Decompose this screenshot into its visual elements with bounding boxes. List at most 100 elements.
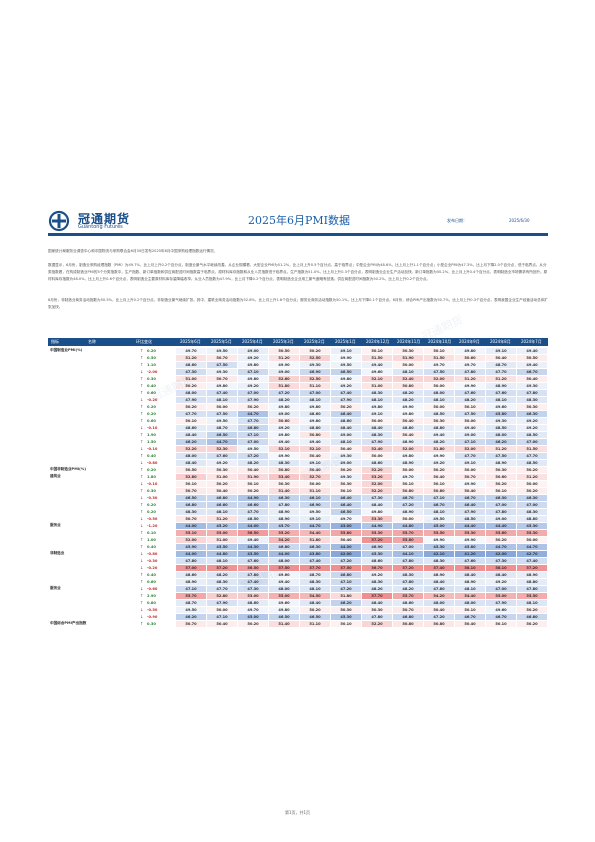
arrow-down-icon: ↓ xyxy=(140,516,144,521)
table-row: ↑ 0.30 50.70 50.40 50.20 51.40 51.10 50.10 52.20… xyxy=(48,488,548,495)
date-label: 发布日期： xyxy=(447,218,467,223)
value-cell: 50.40 xyxy=(455,488,485,495)
value-cell: 49.30 xyxy=(331,474,361,481)
value-cell: 48.40 xyxy=(424,579,454,586)
value-cell: 49.90 xyxy=(269,453,299,460)
value-cell: 48.30 xyxy=(362,432,392,439)
value-cell: 47.10 xyxy=(331,579,361,586)
value-cell: 46.90 xyxy=(362,544,392,551)
value-cell: 50.00 xyxy=(393,467,423,474)
value-cell: 52.00 xyxy=(362,481,392,488)
value-cell: 50.50 xyxy=(269,348,299,355)
value-cell: 51.40 xyxy=(269,621,299,628)
value-cell: 52.70 xyxy=(300,474,330,481)
value-cell: 47.90 xyxy=(486,600,516,607)
value-cell: 49.80 xyxy=(238,362,268,369)
value-cell: 50.70 xyxy=(176,516,206,523)
value-cell: 50.20 xyxy=(486,481,516,488)
arrow-up-icon: ↑ xyxy=(140,474,144,479)
table-row: ↑ 0.30 51.00 50.70 49.80 52.60 52.50 49.80 52.10… xyxy=(48,376,548,383)
value-cell: 44.40 xyxy=(486,523,516,530)
column-header: 2024年12月 xyxy=(366,339,390,344)
change-value: 0.20 xyxy=(147,468,156,472)
value-cell: 47.80 xyxy=(238,572,268,579)
arrow-up-icon: ↑ xyxy=(140,579,144,584)
value-cell: 50.50 xyxy=(517,355,547,362)
value-cell: 48.50 xyxy=(517,432,547,439)
value-cell: 50.30 xyxy=(269,481,299,488)
value-cell: 55.80 xyxy=(331,530,361,537)
value-cell: 50.20 xyxy=(238,488,268,495)
value-cell: 50.40 xyxy=(300,467,330,474)
value-cell: 47.40 xyxy=(517,558,547,565)
change-value: 0.30 xyxy=(147,622,156,626)
value-cell: 49.20 xyxy=(362,572,392,579)
value-cell: 49.00 xyxy=(331,432,361,439)
table-row: ↓ -0.10 52.20 52.30 49.50 52.10 52.10 50.40 52.4… xyxy=(48,446,548,453)
value-cell: 48.00 xyxy=(424,600,454,607)
value-cell: 49.50 xyxy=(176,607,206,614)
value-cell: 49.70 xyxy=(393,474,423,481)
value-cell: 50.00 xyxy=(393,362,423,369)
table-row: ↓ -0.90 46.20 47.10 45.00 46.50 46.50 45.30 47.8… xyxy=(48,614,548,621)
change-value: 0.20 xyxy=(147,405,156,409)
value-cell: 47.80 xyxy=(176,558,206,565)
value-cell: 49.40 xyxy=(517,362,547,369)
value-cell: 47.20 xyxy=(269,390,299,397)
value-cell: 47.60 xyxy=(455,390,485,397)
value-cell: 45.50 xyxy=(207,544,237,551)
value-cell: 46.30 xyxy=(486,495,516,502)
value-cell: 47.90 xyxy=(176,397,206,404)
change-value: -0.50 xyxy=(147,608,158,612)
value-cell: 52.10 xyxy=(269,446,299,453)
value-cell: 53.20 xyxy=(362,474,392,481)
value-cell: 45.30 xyxy=(517,523,547,530)
value-cell: 47.00 xyxy=(238,390,268,397)
arrow-up-icon: ↑ xyxy=(140,537,144,542)
value-cell: 46.50 xyxy=(331,509,361,516)
arrow-up-icon: ↑ xyxy=(140,383,144,388)
value-cell: 55.30 xyxy=(517,530,547,537)
value-cell: 48.60 xyxy=(331,418,361,425)
table-row: ↑ 0.20 46.80 46.60 46.60 47.80 46.90 46.40 48.40… xyxy=(48,502,548,509)
value-cell: 46.70 xyxy=(486,614,516,621)
value-cell: 45.30 xyxy=(362,551,392,558)
value-cell: 48.30 xyxy=(176,509,206,516)
value-cell: 41.20 xyxy=(455,551,485,558)
value-cell: 47.50 xyxy=(455,411,485,418)
value-cell: 49.80 xyxy=(238,376,268,383)
value-cell: 50.80 xyxy=(300,432,330,439)
change-value: 0.20 xyxy=(147,349,156,353)
table-row: ↑ 0.20 47.70 47.50 44.70 49.00 48.60 46.40 49.10… xyxy=(48,411,548,418)
arrow-down-icon: ↓ xyxy=(140,523,144,528)
value-cell: 48.10 xyxy=(300,397,330,404)
value-cell: 48.30 xyxy=(517,509,547,516)
value-cell: 50.20 xyxy=(238,404,268,411)
value-cell: 50.40 xyxy=(455,621,485,628)
value-cell: 48.10 xyxy=(455,586,485,593)
table-row: ↑ 0.80 48.70 47.90 48.60 49.60 48.40 46.20 48.40… xyxy=(48,600,548,607)
value-cell: 50.40 xyxy=(517,376,547,383)
change-value: -0.60 xyxy=(147,587,158,591)
change-value: -0.10 xyxy=(147,482,158,486)
value-cell: 51.10 xyxy=(300,488,330,495)
value-cell: 51.20 xyxy=(517,474,547,481)
value-cell: 47.60 xyxy=(455,558,485,565)
value-cell: 49.40 xyxy=(424,432,454,439)
table-row: ↓ -0.10 50.10 50.20 50.10 50.30 50.00 50.30 52.0… xyxy=(48,481,548,488)
value-cell: 48.10 xyxy=(424,509,454,516)
value-cell: 51.50 xyxy=(424,355,454,362)
value-cell: 50.20 xyxy=(207,481,237,488)
value-cell: 50.60 xyxy=(486,474,516,481)
value-cell: 51.80 xyxy=(424,446,454,453)
value-cell: 49.90 xyxy=(455,537,485,544)
value-cell: 48.60 xyxy=(238,600,268,607)
arrow-down-icon: ↓ xyxy=(140,586,144,591)
arrow-down-icon: ↓ xyxy=(140,607,144,612)
table-row: ↑ 0.40 45.90 45.50 44.30 46.80 46.30 44.00 46.90… xyxy=(48,544,548,551)
value-cell: 49.10 xyxy=(362,411,392,418)
value-cell: 50.20 xyxy=(300,607,330,614)
value-cell: 48.90 xyxy=(455,579,485,586)
change-value: 0.20 xyxy=(147,412,156,416)
value-cell: 44.00 xyxy=(176,523,206,530)
